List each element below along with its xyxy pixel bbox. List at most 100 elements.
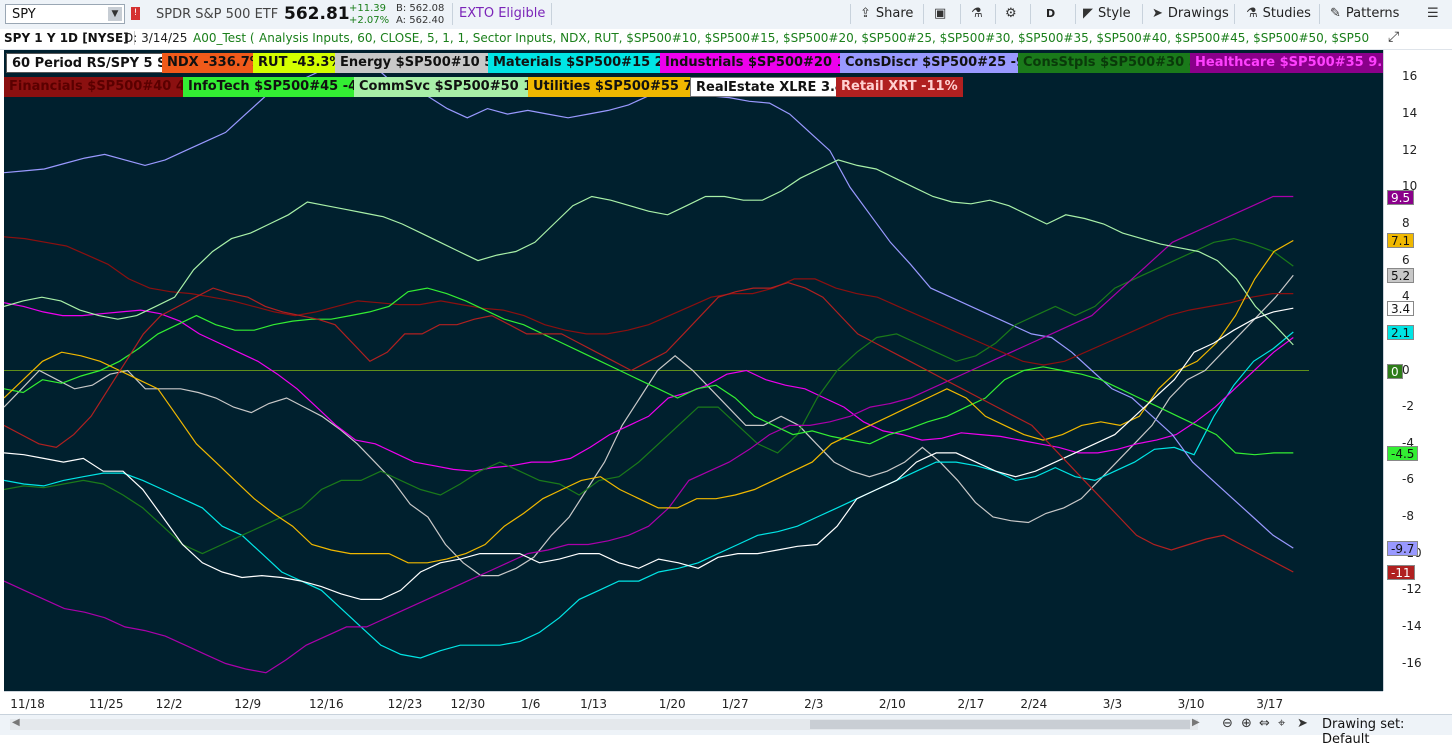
x-tick-label: 12/9: [234, 697, 262, 711]
legend-financials[interactable]: Financials $SP500#40 4.2%: [4, 77, 217, 97]
legend-rut[interactable]: RUT -43.3%: [253, 53, 348, 73]
legend-retail[interactable]: Retail XRT -11%: [836, 77, 963, 97]
y-tick-label: -8: [1402, 509, 1414, 523]
pan-icon[interactable]: ⇔: [1259, 716, 1270, 731]
zoom-out-icon[interactable]: ⊖: [1222, 716, 1233, 731]
series-line-realestate: [4, 307, 1294, 601]
y-value-label: 2.1: [1387, 325, 1415, 341]
patterns-icon: ✎: [1330, 6, 1341, 21]
alert-flag-icon[interactable]: !: [131, 7, 140, 20]
series-line-healthcare: [4, 195, 1294, 674]
x-tick-label: 2/17: [957, 697, 985, 711]
symbol-dropdown-icon[interactable]: ▼: [108, 7, 122, 21]
legend-utilities[interactable]: Utilities $SP500#55 7.1%: [528, 77, 725, 97]
drawing-set-label[interactable]: Drawing set: Default: [1322, 717, 1405, 747]
bid-price: B: 562.08: [396, 3, 445, 14]
symbol-input[interactable]: SPY ▼: [5, 4, 125, 24]
series-line-industrials: [4, 302, 1294, 472]
camera-icon: ▣: [934, 6, 947, 21]
x-tick-label: 12/16: [309, 697, 344, 711]
toolbar-divider: [960, 4, 961, 24]
menu-button[interactable]: ☰: [1427, 3, 1444, 25]
expand-icon[interactable]: ⤢: [1388, 29, 1400, 45]
exto-eligible-badge[interactable]: EXTO Eligible: [452, 3, 553, 25]
pointer-icon[interactable]: ➤: [1297, 716, 1308, 731]
gear-icon: ⚙: [1005, 6, 1017, 21]
legend-title[interactable]: 60 Period RS/SPY 5 Sm: [6, 53, 187, 73]
toolbar-divider: [1234, 4, 1235, 24]
legend-consstpls[interactable]: ConsStpls $SP500#30 5.7%: [1018, 53, 1230, 73]
x-tick-label: 1/6: [521, 697, 541, 711]
legend-infotech[interactable]: InfoTech $SP500#45 -4.5%: [183, 77, 390, 97]
last-price: 562.81: [284, 4, 350, 24]
x-tick-label: 12/2: [155, 697, 183, 711]
y-value-label: 7.1: [1387, 233, 1415, 249]
symbol-value[interactable]: SPY: [12, 7, 36, 22]
change-percent: +2.07%: [349, 15, 390, 26]
chart-identifier: SPY 1 Y 1D [NYSE]: [4, 31, 135, 45]
scroll-right-icon[interactable]: ▶: [1192, 717, 1200, 728]
flask-icon: ⚗: [971, 6, 983, 21]
share-label: Share: [875, 6, 914, 21]
y-tick-label: 0: [1402, 362, 1410, 377]
y-value-label: -11: [1387, 564, 1415, 580]
legend-consdiscr[interactable]: ConsDiscr $SP500#25 -9.7%: [840, 53, 1058, 73]
y-tick-label: 12: [1402, 142, 1418, 157]
x-tick-label: 3/10: [1177, 697, 1205, 711]
zoom-in-icon[interactable]: ⊕: [1241, 716, 1252, 731]
crosshair-icon[interactable]: ⌖: [1278, 716, 1286, 731]
y-tick-label: -2: [1402, 399, 1414, 414]
bottom-bar: ◀ ▶ ⊖ ⊕ ⇔ ⌖ ➤ Drawing set: Default: [0, 714, 1452, 747]
flask-icon: ⚗: [1246, 6, 1258, 21]
aggregation-button[interactable]: D: [1046, 7, 1056, 20]
legend-materials[interactable]: Materials $SP500#15 2.1%: [488, 53, 696, 73]
drawings-label: Drawings: [1167, 6, 1229, 21]
legend-realestate[interactable]: RealEstate XLRE 3.4%: [690, 77, 863, 97]
study-params[interactable]: Analysis Inputs, 60, CLOSE, 5, 1, 1, Sec…: [259, 31, 1369, 45]
legend-healthcare[interactable]: Healthcare $SP500#35 9.5%: [1190, 53, 1410, 73]
x-tick-label: 11/18: [10, 697, 45, 711]
toolbar-divider: [1142, 4, 1143, 24]
studies-button[interactable]: ⚗ Studies: [1246, 3, 1311, 25]
drawings-button[interactable]: ➤ Drawings: [1152, 3, 1229, 25]
x-tick-label: 1/13: [580, 697, 608, 711]
x-tick-label: 12/30: [450, 697, 486, 711]
y-value-label: 0: [1387, 363, 1403, 379]
settings-button[interactable]: ⚙: [1005, 3, 1022, 25]
y-value-label: 3.4: [1387, 301, 1415, 317]
chart-date: D: 3/14/25: [124, 31, 188, 45]
flask-button[interactable]: ⚗: [971, 3, 988, 25]
legend-commsvc[interactable]: CommSvc $SP500#50 1.4%: [354, 77, 565, 97]
scroll-left-icon[interactable]: ◀: [12, 717, 20, 728]
share-icon: ⇪: [860, 6, 871, 21]
x-tick-label: 2/24: [1020, 697, 1048, 711]
toolbar-divider: [995, 4, 996, 24]
share-button[interactable]: ⇪ Share: [860, 3, 913, 25]
y-axis[interactable]: 1614121086420-2-4-6-8-10-12-14-169.57.15…: [1383, 50, 1452, 691]
scrollbar-thumb[interactable]: [810, 720, 1190, 729]
y-tick-label: -6: [1402, 472, 1414, 487]
series-line-financials: [4, 236, 1294, 366]
change-absolute: +11.39: [349, 3, 387, 14]
style-button[interactable]: ◤ Style: [1083, 3, 1131, 25]
study-name[interactable]: A00_Test (: [193, 31, 255, 45]
style-label: Style: [1098, 6, 1131, 21]
x-axis[interactable]: 11/18 11/25 12/2 12/9 12/16 12/23 12/30 1/6 1/13…: [4, 691, 1383, 715]
chart-plot-area[interactable]: 60 Period RS/SPY 5 Sm NDX -336.7% RUT -43.…: [4, 50, 1410, 691]
series-line-infotech: [4, 287, 1294, 456]
y-tick-label: 16: [1402, 69, 1418, 84]
x-tick-label: 1/27: [721, 697, 749, 711]
series-line-consdiscr: [4, 58, 1294, 549]
screenshot-button[interactable]: ▣: [934, 3, 951, 25]
legend-energy[interactable]: Energy $SP500#10 5.2%: [335, 53, 526, 73]
legend-ndx[interactable]: NDX -336.7%: [162, 53, 268, 73]
series-line-commsvc: [4, 159, 1294, 346]
x-tick-label: 1/20: [658, 697, 686, 711]
y-tick-label: -16: [1402, 655, 1422, 670]
y-tick-label: 14: [1402, 106, 1418, 121]
horizontal-scrollbar[interactable]: ◀ ▶: [10, 717, 1200, 730]
series-line-energy: [4, 274, 1294, 577]
toolbar-divider: [1319, 4, 1320, 24]
legend-industrials[interactable]: Industrials $SP500#20 1.8%: [660, 53, 878, 73]
patterns-button[interactable]: ✎ Patterns: [1330, 3, 1399, 25]
